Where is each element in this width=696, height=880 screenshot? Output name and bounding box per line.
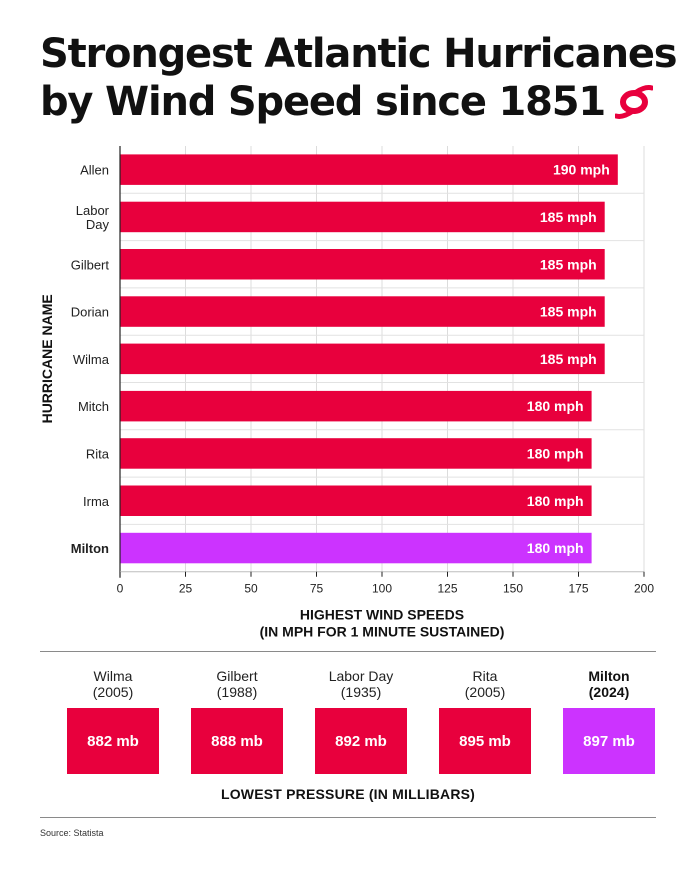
pressure-label: Rita (2005) — [439, 666, 531, 700]
category-label: Rita — [86, 446, 110, 461]
data-label: 185 mph — [540, 304, 597, 320]
data-label: 185 mph — [540, 209, 597, 225]
pressure-year: (1988) — [216, 684, 258, 700]
x-tick-label: 50 — [244, 582, 258, 596]
bar — [120, 343, 605, 375]
x-tick-label: 25 — [179, 582, 193, 596]
data-label: 180 mph — [527, 540, 584, 556]
pressure-name: Wilma — [93, 668, 133, 684]
pressure-label: Labor Day (1935) — [315, 666, 407, 700]
pressure-label: Milton (2024) — [563, 666, 655, 700]
pressure-year: (1935) — [340, 684, 382, 700]
pressure-item: Gilbert (1988) 888 mb — [191, 666, 283, 774]
x-tick-label: 150 — [503, 582, 523, 596]
x-tick-label: 75 — [310, 582, 324, 596]
pressure-value-box: 892 mb — [315, 708, 407, 774]
category-label: Wilma — [73, 352, 110, 367]
x-tick-label: 175 — [568, 582, 588, 596]
pressure-item: Rita (2005) 895 mb — [439, 666, 531, 774]
x-tick-label: 0 — [117, 582, 124, 596]
data-label: 185 mph — [540, 351, 597, 367]
pressure-year: (2005) — [464, 684, 506, 700]
category-label: Mitch — [78, 399, 109, 414]
data-label: 180 mph — [527, 445, 584, 461]
pressure-name: Labor Day — [328, 668, 394, 684]
category-label: Labor Day — [76, 203, 110, 232]
data-label: 180 mph — [527, 398, 584, 414]
bar — [120, 296, 605, 327]
bar — [120, 438, 592, 469]
bar — [120, 154, 618, 185]
category-label: Dorian — [71, 305, 109, 320]
bar — [120, 201, 605, 233]
pressure-item: Wilma (2005) 882 mb — [67, 666, 159, 774]
pressure-value-box: 897 mb — [563, 708, 655, 774]
pressure-year: (2024) — [588, 684, 630, 700]
pressure-title: LOWEST PRESSURE (IN MILLIBARS) — [220, 786, 476, 802]
pressure-value-box: 882 mb — [67, 708, 159, 774]
section-divider — [40, 651, 656, 652]
pressure-label: Wilma (2005) — [67, 666, 159, 700]
pressure-year: (2005) — [92, 684, 134, 700]
category-label: Irma — [83, 494, 110, 509]
x-tick-label: 125 — [437, 582, 457, 596]
pressure-value-box: 895 mb — [439, 708, 531, 774]
category-label: Milton — [71, 541, 109, 556]
wind-speed-chart: 190 mph Allen 185 mph Labor Day 185 mph Gilber… — [39, 146, 654, 640]
page-title: Strongest Atlantic Hurricanes by Wind Sp… — [40, 30, 680, 126]
source-note: Source: Statista — [40, 828, 104, 838]
bar — [120, 249, 605, 280]
pressure-label: Gilbert (1988) — [191, 666, 283, 700]
title-line-1: Strongest Atlantic Hurricanes — [40, 31, 678, 77]
category-label: Gilbert — [71, 257, 110, 272]
data-label: 180 mph — [527, 493, 584, 509]
pressure-value-box: 888 mb — [191, 708, 283, 774]
pressure-name: Rita — [472, 668, 498, 684]
x-axis-title-line-2: (IN MPH FOR 1 MINUTE SUSTAINED) — [260, 624, 505, 640]
bar — [120, 390, 592, 422]
pressure-item: Labor Day (1935) 892 mb — [315, 666, 407, 774]
hurricane-icon — [615, 85, 654, 119]
y-axis-title: HURRICANE NAME — [39, 294, 55, 423]
data-label: 185 mph — [540, 256, 597, 272]
footer-divider — [40, 817, 656, 818]
pressure-name: Milton — [588, 668, 630, 684]
x-axis-title-line-1: HIGHEST WIND SPEEDS — [300, 607, 464, 623]
bar — [120, 532, 592, 564]
title-line-2-text: by Wind Speed since 1851 — [40, 79, 606, 125]
title-line-2: by Wind Speed since 1851 — [40, 78, 680, 126]
pressure-item: Milton (2024) 897 mb — [563, 666, 655, 774]
bar — [120, 485, 592, 516]
category-label: Allen — [80, 163, 109, 178]
pressure-name: Gilbert — [216, 668, 258, 684]
x-tick-label: 200 — [634, 582, 654, 596]
x-tick-label: 100 — [372, 582, 392, 596]
data-label: 190 mph — [553, 162, 610, 178]
